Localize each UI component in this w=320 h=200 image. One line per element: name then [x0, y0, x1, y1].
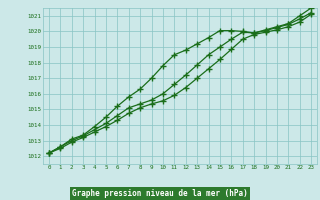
Text: Graphe pression niveau de la mer (hPa): Graphe pression niveau de la mer (hPa) — [72, 189, 248, 198]
